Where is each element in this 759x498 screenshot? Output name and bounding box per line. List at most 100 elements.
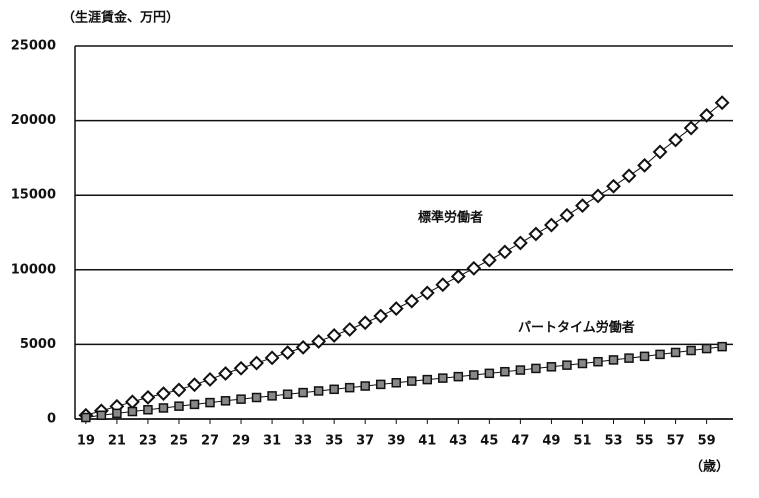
marker bbox=[531, 363, 541, 374]
marker bbox=[236, 394, 246, 404]
marker bbox=[575, 198, 590, 214]
y-tick-label: 15000 bbox=[11, 188, 56, 203]
x-tick-label: 39 bbox=[387, 434, 405, 449]
marker bbox=[264, 350, 280, 366]
marker bbox=[593, 356, 603, 367]
marker bbox=[606, 178, 621, 194]
marker bbox=[686, 345, 696, 356]
marker bbox=[497, 244, 513, 260]
marker bbox=[435, 277, 451, 293]
marker bbox=[127, 406, 138, 417]
marker bbox=[544, 217, 559, 233]
marker bbox=[515, 365, 526, 375]
marker bbox=[329, 384, 339, 395]
marker bbox=[714, 95, 730, 111]
marker bbox=[655, 349, 665, 360]
marker bbox=[357, 315, 373, 331]
marker bbox=[701, 343, 712, 354]
series-label: 標準労働者 bbox=[418, 210, 483, 226]
marker bbox=[422, 374, 433, 385]
marker bbox=[360, 381, 370, 391]
marker bbox=[624, 353, 634, 363]
marker bbox=[670, 347, 681, 358]
marker bbox=[249, 355, 264, 371]
y-tick-label: 20000 bbox=[11, 113, 56, 128]
marker bbox=[562, 360, 572, 370]
marker bbox=[267, 391, 277, 401]
x-tick-label: 51 bbox=[573, 434, 591, 449]
x-tick-label: 49 bbox=[542, 434, 560, 449]
x-tick-label: 55 bbox=[635, 434, 653, 449]
marker bbox=[220, 396, 231, 406]
marker bbox=[407, 376, 417, 386]
marker bbox=[158, 403, 169, 413]
marker bbox=[81, 412, 91, 423]
marker bbox=[419, 285, 435, 301]
marker bbox=[639, 351, 650, 362]
marker bbox=[344, 382, 355, 393]
x-tick-label: 29 bbox=[232, 434, 250, 449]
x-tick-label: 21 bbox=[108, 434, 126, 449]
x-tick-label: 45 bbox=[480, 434, 498, 449]
marker bbox=[313, 386, 324, 396]
marker bbox=[187, 377, 202, 393]
series-label: パートタイム労働者 bbox=[518, 320, 635, 336]
marker bbox=[466, 260, 482, 276]
x-tick-label: 53 bbox=[604, 434, 622, 449]
marker bbox=[205, 397, 215, 408]
marker bbox=[652, 144, 668, 160]
marker bbox=[388, 301, 404, 317]
marker bbox=[500, 366, 510, 377]
y-tick-label: 25000 bbox=[11, 39, 56, 54]
marker bbox=[438, 373, 448, 383]
x-tick-label: 25 bbox=[170, 434, 188, 449]
y-axis-label: （生涯賃金、万円） bbox=[62, 10, 179, 26]
marker bbox=[668, 132, 683, 148]
y-tick-label: 5000 bbox=[20, 337, 56, 352]
x-tick-label: 47 bbox=[511, 434, 529, 449]
marker bbox=[295, 339, 311, 355]
marker bbox=[373, 308, 389, 324]
marker bbox=[140, 389, 156, 405]
marker bbox=[112, 408, 122, 419]
marker bbox=[546, 362, 557, 372]
marker bbox=[156, 386, 171, 402]
marker bbox=[251, 392, 262, 403]
marker bbox=[233, 360, 249, 376]
marker bbox=[717, 341, 727, 352]
marker bbox=[125, 394, 140, 410]
marker bbox=[280, 345, 296, 361]
marker bbox=[621, 168, 637, 184]
marker bbox=[311, 334, 327, 349]
x-tick-label: 57 bbox=[667, 434, 685, 449]
marker bbox=[453, 371, 464, 382]
marker bbox=[512, 235, 528, 251]
x-tick-label: 27 bbox=[201, 434, 219, 449]
marker bbox=[375, 379, 386, 390]
y-tick-label: 10000 bbox=[11, 262, 56, 277]
x-axis-label: （歳） bbox=[690, 459, 729, 475]
y-tick-label: 0 bbox=[47, 412, 56, 427]
marker bbox=[326, 328, 342, 343]
series-line bbox=[85, 102, 723, 416]
marker bbox=[450, 269, 466, 284]
marker bbox=[637, 157, 652, 173]
x-tick-label: 41 bbox=[418, 434, 436, 449]
marker bbox=[481, 252, 497, 268]
marker bbox=[608, 355, 619, 365]
marker bbox=[577, 358, 588, 369]
marker bbox=[528, 226, 544, 242]
marker bbox=[202, 372, 218, 387]
marker bbox=[391, 377, 401, 388]
marker bbox=[590, 188, 606, 204]
x-tick-label: 19 bbox=[77, 434, 95, 449]
x-tick-label: 35 bbox=[325, 434, 343, 449]
marker bbox=[282, 389, 293, 399]
x-tick-label: 37 bbox=[356, 434, 374, 449]
marker bbox=[469, 370, 479, 380]
marker bbox=[683, 120, 699, 136]
marker bbox=[699, 107, 715, 123]
marker bbox=[171, 382, 187, 398]
x-tick-label: 33 bbox=[294, 434, 312, 449]
